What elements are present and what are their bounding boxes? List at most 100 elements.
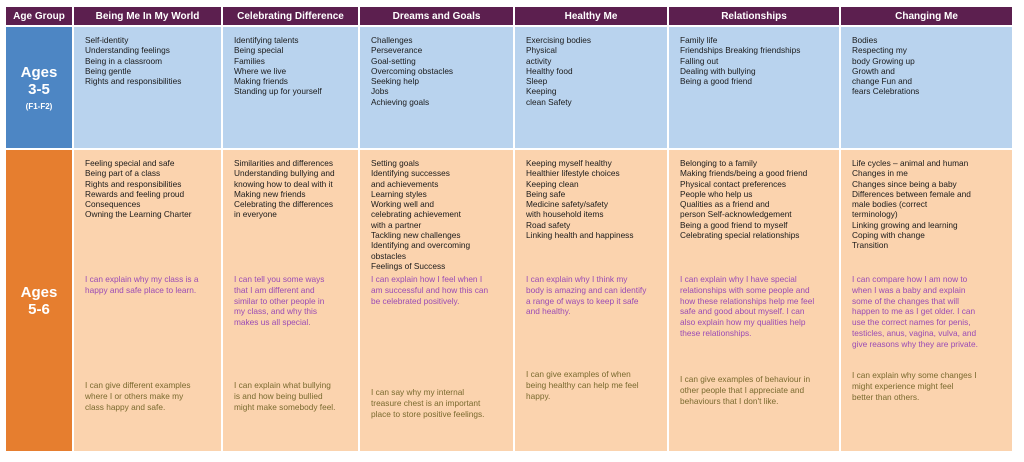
text-line: body is amazing and can identify: [526, 284, 647, 295]
learning-statement: I can explain why I think my body is amaz…: [526, 274, 661, 317]
learning-statement: I can explain why my class is a happy and…: [85, 274, 215, 296]
text-line: Changes since being a baby: [852, 178, 957, 189]
text-line: Healthier lifestyle choices: [526, 168, 620, 179]
text-line: safe and good about myself. I can: [680, 306, 805, 317]
header-3: Dreams and Goals: [360, 7, 513, 25]
text-line: Self-identity: [85, 35, 129, 45]
topic-list: Belonging to a family Making friends/bein…: [680, 158, 833, 240]
text-line: Falling out: [680, 55, 719, 66]
text-line: Being special: [234, 45, 284, 56]
text-line: obstacles: [371, 250, 407, 261]
text-line: Life cycles – animal and human: [852, 158, 969, 168]
text-line: Consequences: [85, 199, 141, 210]
header-2: Celebrating Difference: [223, 7, 358, 25]
text-line: Tackling new challenges: [371, 230, 461, 241]
text-line: Making new friends: [234, 188, 306, 199]
text-line: Feeling special and safe: [85, 158, 175, 168]
header-1: Being Me In My World: [74, 7, 221, 25]
text-line: terminology): [852, 209, 898, 220]
text-line: Understanding bullying and: [234, 168, 335, 179]
text-line: Perseverance: [371, 45, 423, 56]
text-line: with household items: [526, 209, 604, 220]
text-line: I can explain why I think my: [526, 274, 628, 284]
age-label-line1: Ages: [20, 283, 58, 301]
text-line: Bodies: [852, 35, 878, 45]
text-line: Identifying and overcoming: [371, 240, 471, 251]
extension-statement: I can give examples of behaviour in other…: [680, 374, 833, 406]
topic-list: Bodies Respecting my body Growing up Growth…: [852, 35, 1006, 97]
text-line: give reasons why they are private.: [852, 338, 978, 349]
text-line: better than others.: [852, 391, 920, 402]
cell-dreams-and-goals-ages-5-6: Setting goals Identifying successes and ac…: [360, 150, 513, 451]
text-line: Belonging to a family: [680, 158, 758, 168]
text-line: some of the changes that will: [852, 295, 959, 306]
text-line: Making friends: [234, 76, 288, 87]
text-line: these relationships.: [680, 327, 752, 338]
topic-list: Family life Friendships Breaking friendsh…: [680, 35, 833, 86]
age-group-label: Ages 5-6: [6, 150, 72, 451]
text-line: I can give different examples: [85, 380, 191, 390]
text-line: Standing up for yourself: [234, 86, 322, 97]
text-line: how these relationships help me feel: [680, 295, 815, 306]
extension-statement: I can explain what bullying is and how be…: [234, 380, 352, 412]
text-line: knowing how to deal with it: [234, 178, 333, 189]
header-4: Healthy Me: [515, 7, 667, 25]
text-line: testicles, anus, vagina, vulva, and: [852, 327, 977, 338]
text-line: Goal-setting: [371, 55, 416, 66]
text-line: Being gentle: [85, 65, 132, 76]
text-line: use the correct names for penis,: [852, 317, 971, 328]
text-line: being healthy can help me feel: [526, 379, 639, 390]
text-line: Keeping myself healthy: [526, 158, 612, 168]
text-line: Rights and responsibilities: [85, 178, 182, 189]
topic-list: Setting goals Identifying successes and ac…: [371, 158, 507, 271]
text-line: Jobs: [371, 86, 389, 97]
cell-healthy-me-ages-3-5: Exercising bodies Physical activity Healthy…: [515, 27, 667, 148]
text-line: I can give examples of behaviour in: [680, 374, 811, 384]
text-line: fears Celebrations: [852, 86, 920, 97]
text-line: Linking health and happiness: [526, 230, 634, 241]
text-line: Where we live: [234, 65, 287, 76]
text-line: Respecting my: [852, 45, 907, 56]
text-line: and achievements: [371, 178, 439, 189]
text-line: Medicine safety/safety: [526, 199, 609, 210]
topic-list: Challenges Perseverance Goal-setting Overco…: [371, 35, 507, 107]
text-line: Transition: [852, 240, 889, 251]
cell-celebrating-difference-ages-3-5: Identifying talents Being special Families…: [223, 27, 358, 148]
cell-changing-me-ages-5-6: Life cycles – animal and human Changes in…: [841, 150, 1012, 451]
text-line: I can tell you some ways: [234, 274, 325, 284]
text-line: might make somebody feel.: [234, 401, 336, 412]
text-line: a range of ways to keep it safe: [526, 295, 639, 306]
text-line: I can explain what bullying: [234, 380, 331, 390]
text-line: Sleep: [526, 76, 548, 87]
text-line: Being in a classroom: [85, 55, 163, 66]
extension-statement: I can say why my internal treasure chest …: [371, 387, 507, 419]
text-line: also explain how my qualities help: [680, 317, 806, 328]
header-6: Changing Me: [841, 7, 1012, 25]
text-line: Overcoming obstacles: [371, 65, 454, 76]
text-line: activity: [526, 55, 552, 66]
text-line: change Fun and: [852, 76, 912, 87]
text-line: and healthy.: [526, 306, 571, 317]
text-line: Dealing with bullying: [680, 65, 756, 76]
text-line: Family life: [680, 35, 718, 45]
text-line: when I was a baby and explain: [852, 284, 966, 295]
text-line: be celebrated positively.: [371, 295, 460, 306]
learning-statement: I can compare how I am now to when I was …: [852, 274, 1006, 350]
age-label-sub: (F1-F2): [25, 102, 53, 111]
text-line: happy.: [526, 390, 551, 401]
text-line: Being a good friend: [680, 76, 752, 87]
text-line: Identifying successes: [371, 168, 450, 179]
text-line: treasure chest is an important: [371, 397, 481, 408]
text-line: I can explain why some changes I: [852, 370, 977, 380]
topic-list: Similarities and differences Understandin…: [234, 158, 352, 220]
text-line: that I am different and: [234, 284, 315, 295]
text-line: Being a good friend to myself: [680, 219, 788, 230]
topic-list: Feeling special and safe Being part of a …: [85, 158, 215, 220]
text-line: Similarities and differences: [234, 158, 333, 168]
age-group-label: Ages 3-5 (F1-F2): [6, 27, 72, 148]
text-line: Identifying talents: [234, 35, 299, 45]
text-line: Working well and: [371, 199, 435, 210]
text-line: place to store positive feelings.: [371, 408, 485, 419]
text-line: Being part of a class: [85, 168, 161, 179]
